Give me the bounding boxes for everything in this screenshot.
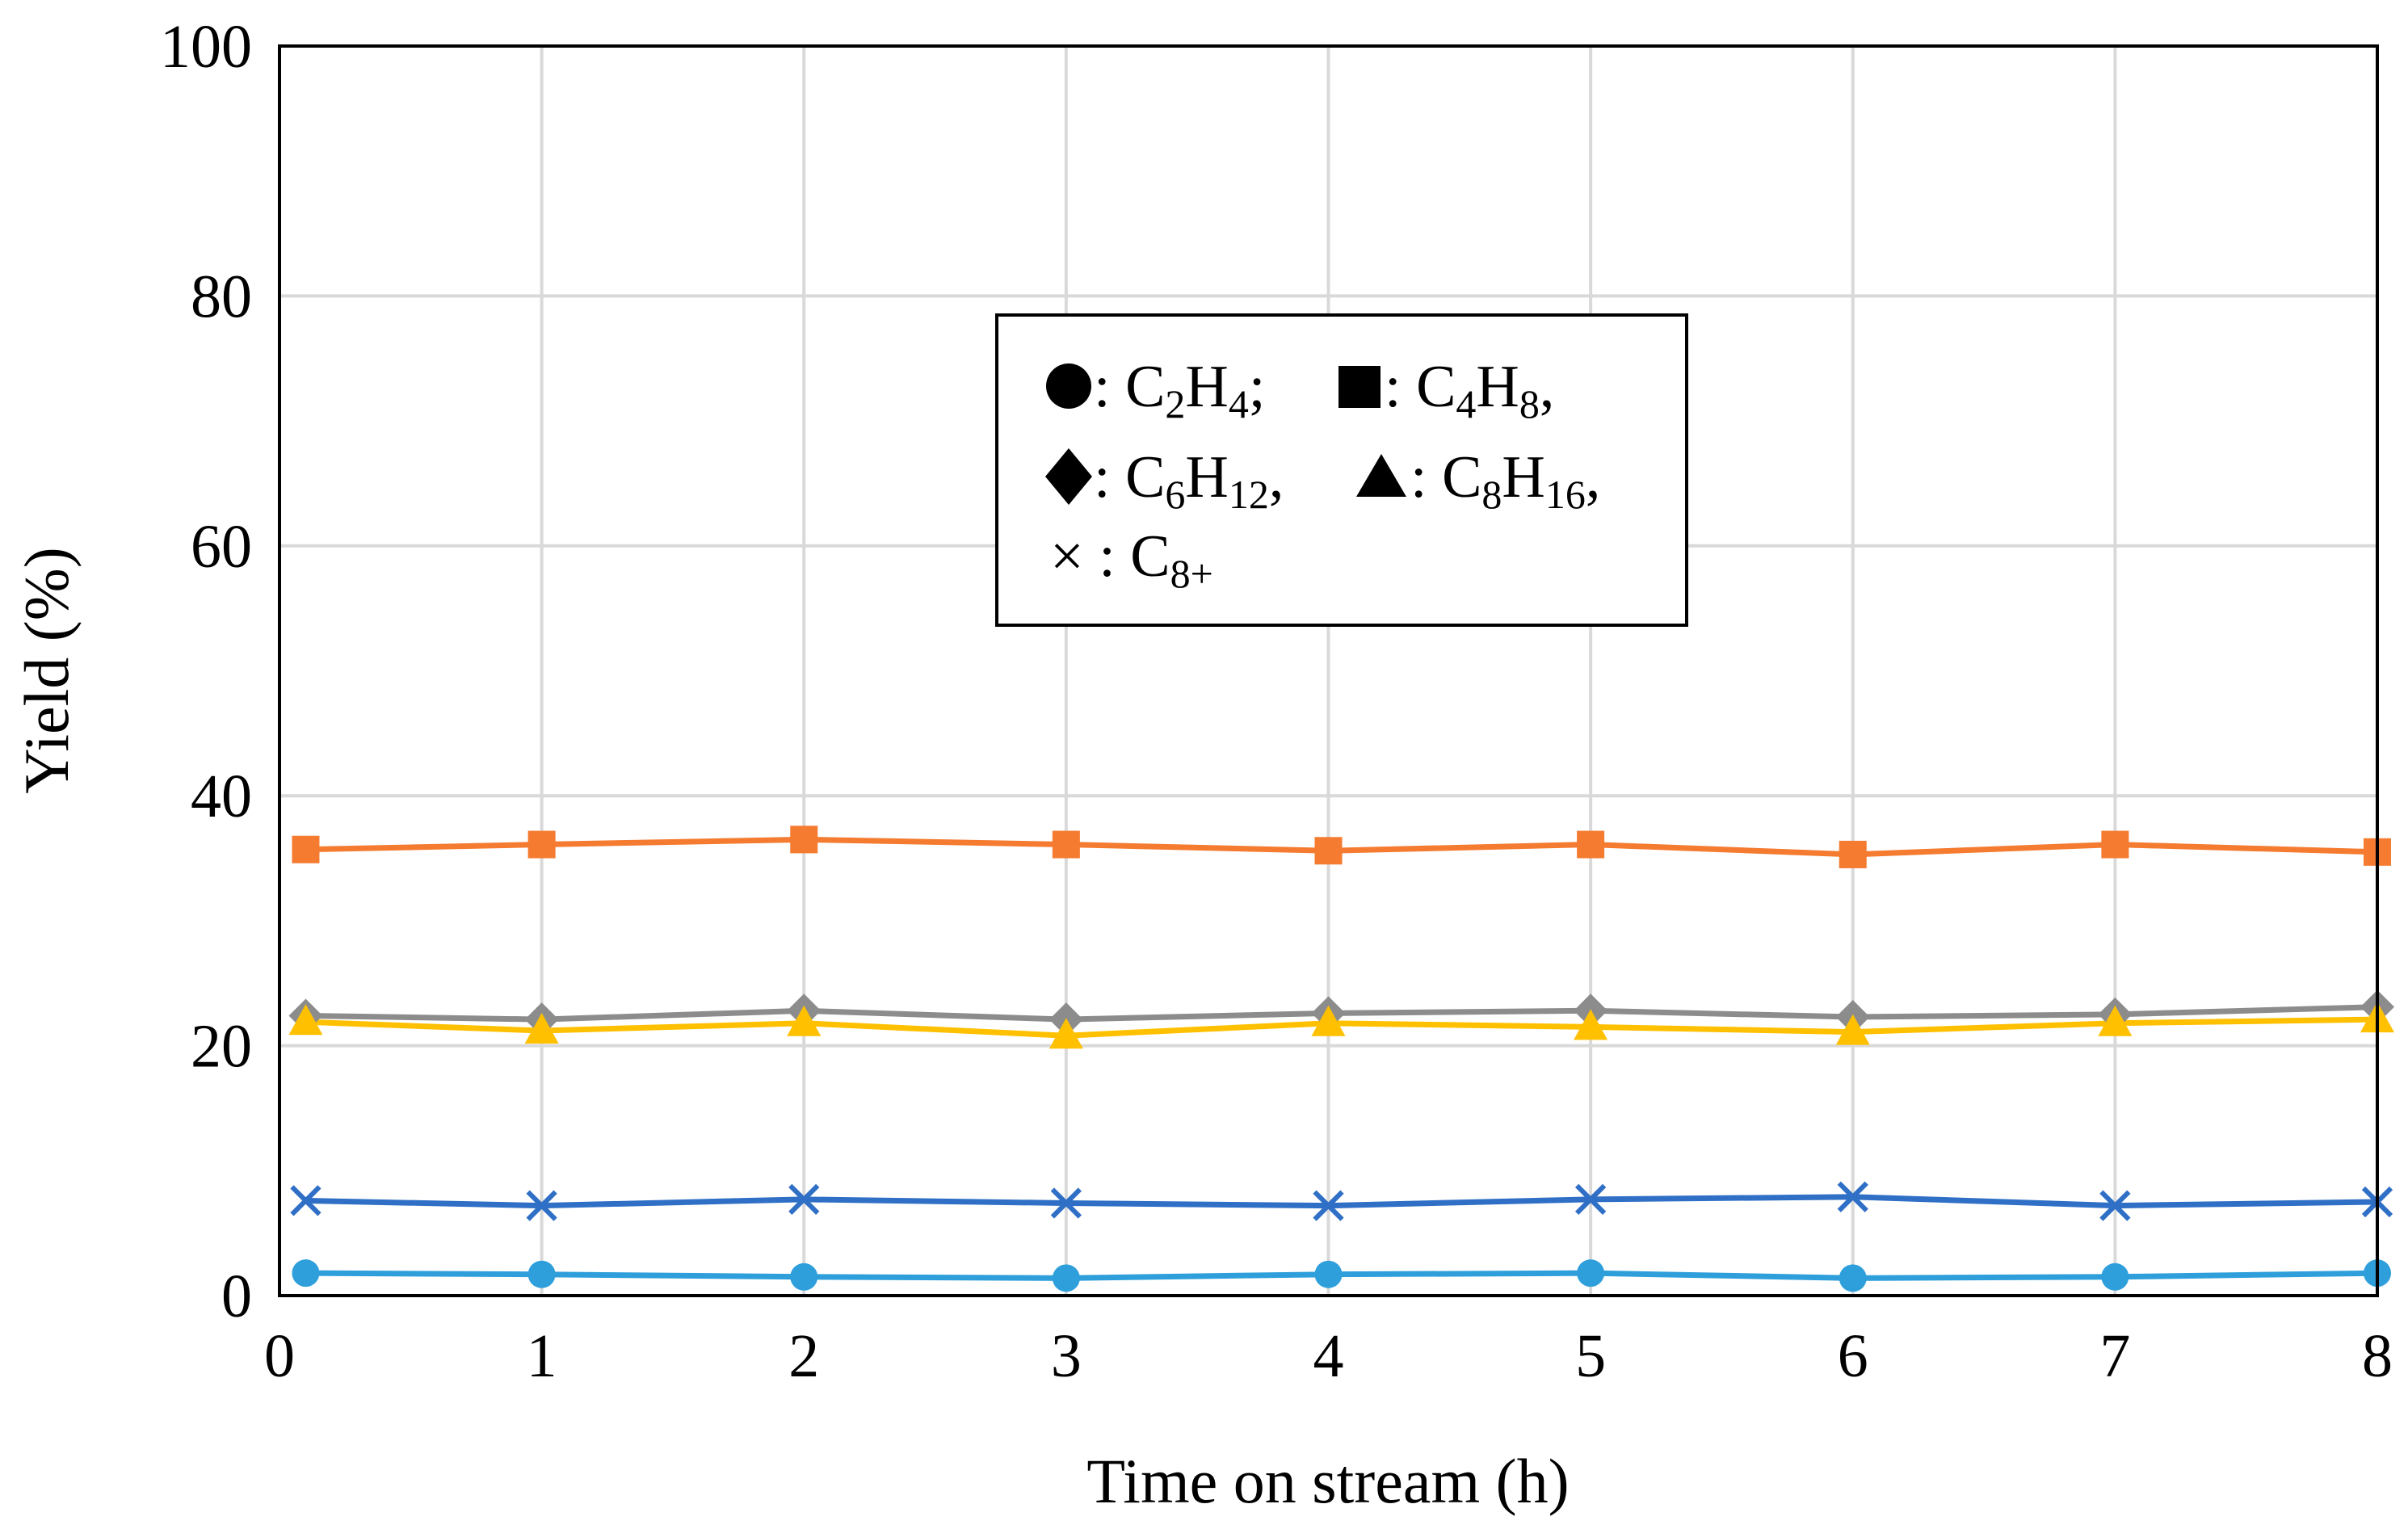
data-point-c8-plus xyxy=(2099,1190,2131,1221)
legend-circle-icon xyxy=(1046,363,1091,409)
y-tick-label: 60 xyxy=(191,513,252,581)
series-lines xyxy=(305,836,2378,1281)
data-point-c8-plus xyxy=(526,1190,557,1221)
data-point-c4h8 xyxy=(2101,830,2129,859)
legend-triangle-icon xyxy=(1356,454,1406,497)
x-tick-label: 1 xyxy=(527,1322,557,1390)
x-axis-title: Time on stream (h) xyxy=(1086,1446,1569,1516)
data-point-c2h4 xyxy=(527,1260,556,1288)
legend-line-2b: : C8H16, xyxy=(1410,444,1600,517)
data-point-c4h8 xyxy=(292,835,320,863)
data-point-c8h16 xyxy=(1835,1014,1870,1045)
plot-frame xyxy=(278,44,2379,1297)
data-point-c2h4 xyxy=(1052,1264,1080,1292)
legend-line-1b: : C4H8, xyxy=(1385,354,1554,426)
data-point-c8-plus xyxy=(290,1185,321,1216)
grid-lines xyxy=(279,46,2377,1296)
y-tick-labels: 0 20 40 60 80 100 xyxy=(160,13,252,1330)
data-point-c4h8 xyxy=(1839,840,1867,868)
x-tick-label: 3 xyxy=(1051,1322,1082,1390)
data-point-c4h8 xyxy=(527,830,556,859)
legend-line-3: × : C8+ xyxy=(1050,523,1213,596)
data-point-c8-plus xyxy=(1837,1181,1868,1212)
data-point-c8h16 xyxy=(1311,1005,1346,1036)
y-tick-label: 0 xyxy=(221,1262,252,1330)
x-tick-label: 5 xyxy=(1575,1322,1606,1390)
data-point-c8h16 xyxy=(2098,1005,2133,1036)
legend-line-1: : C2H4; xyxy=(1094,354,1265,426)
data-point-c8h16 xyxy=(524,1013,559,1044)
data-point-c4h8 xyxy=(1052,830,1080,859)
data-point-c2h4 xyxy=(1314,1260,1343,1288)
data-point-c2h4 xyxy=(2101,1262,2129,1291)
data-point-c2h4 xyxy=(790,1262,818,1291)
data-point-c2h4 xyxy=(292,1259,320,1288)
data-point-c8h16 xyxy=(1049,1018,1083,1049)
x-tick-label: 8 xyxy=(2362,1322,2393,1390)
legend-square-icon xyxy=(1338,366,1381,408)
data-point-c8-plus xyxy=(1575,1183,1607,1216)
y-tick-label: 80 xyxy=(191,263,252,330)
legend: : C2H4; : C4H8, : C6H12, : C8H16, × : C8… xyxy=(995,313,1688,627)
data-point-c4h8 xyxy=(1577,830,1605,859)
series-line-c8-plus xyxy=(305,1194,2378,1209)
data-point-c8h16 xyxy=(787,1005,822,1036)
x-tick-labels: 0 1 2 3 4 5 6 7 8 xyxy=(264,1322,2393,1390)
data-point-c2h4 xyxy=(1577,1259,1605,1288)
data-point-c8-plus xyxy=(1050,1187,1082,1219)
legend-line-2: : C6H12, xyxy=(1094,444,1284,517)
data-point-c8-plus xyxy=(788,1183,820,1216)
y-tick-label: 100 xyxy=(160,13,252,81)
data-point-c4h8 xyxy=(1314,837,1343,865)
y-axis-title: Yield (%) xyxy=(11,547,82,793)
data-point-c8h16 xyxy=(1574,1009,1608,1040)
x-tick-label: 6 xyxy=(1838,1322,1868,1390)
y-tick-label: 40 xyxy=(191,762,252,830)
x-tick-label: 7 xyxy=(2099,1322,2130,1390)
y-tick-label: 20 xyxy=(191,1013,252,1081)
x-tick-label: 2 xyxy=(788,1322,819,1390)
legend-diamond-icon xyxy=(1045,448,1092,505)
x-tick-label: 0 xyxy=(264,1322,295,1390)
data-point-c8-plus xyxy=(1313,1190,1344,1221)
data-point-c4h8 xyxy=(790,826,818,854)
x-tick-label: 4 xyxy=(1313,1322,1344,1390)
data-point-c2h4 xyxy=(1839,1264,1867,1292)
data-point-c8h16 xyxy=(288,1004,323,1036)
series-markers xyxy=(288,826,2394,1292)
